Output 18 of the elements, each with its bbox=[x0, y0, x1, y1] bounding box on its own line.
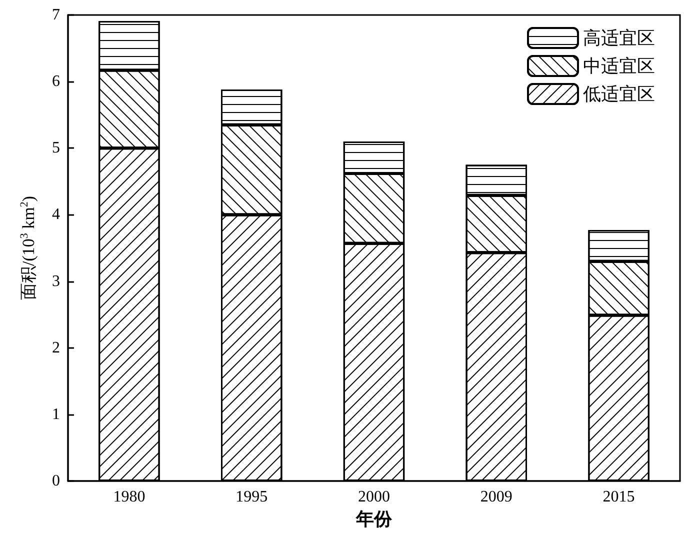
legend-label: 高适宜区 bbox=[583, 28, 655, 48]
y-tick-label: 4 bbox=[52, 206, 60, 224]
legend-label: 中适宜区 bbox=[583, 56, 655, 76]
y-tick-label: 1 bbox=[52, 406, 60, 423]
legend-label: 低适宜区 bbox=[583, 84, 655, 104]
x-axis-title: 年份 bbox=[355, 508, 393, 529]
y-axis-title: 面积/(103 km2) bbox=[18, 196, 38, 300]
y-tick-label: 6 bbox=[52, 73, 60, 90]
y-tick-label: 5 bbox=[52, 140, 60, 157]
y-tick-label: 7 bbox=[52, 6, 60, 24]
x-tick-label: 1980 bbox=[113, 488, 146, 506]
x-tick-label: 2015 bbox=[602, 488, 635, 506]
y-tick-label: 0 bbox=[52, 472, 60, 490]
y-tick-label: 3 bbox=[52, 272, 60, 290]
y-tick-label: 2 bbox=[52, 339, 60, 356]
x-tick-label: 1995 bbox=[236, 488, 268, 506]
x-tick-label: 2000 bbox=[358, 488, 390, 506]
x-tick-label: 2009 bbox=[480, 488, 512, 506]
